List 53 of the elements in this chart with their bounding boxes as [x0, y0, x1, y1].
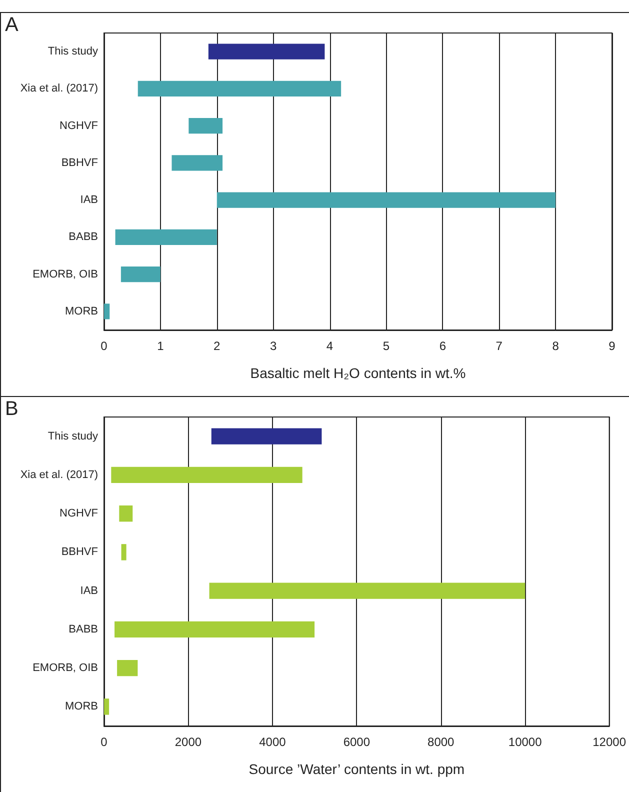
- bar: [121, 544, 126, 560]
- y-tick-label: This study: [48, 430, 98, 442]
- x-tick-label: 5: [382, 339, 390, 353]
- bar: [216, 192, 556, 208]
- bar: [172, 155, 223, 171]
- x-tick-label: 2000: [174, 735, 202, 749]
- x-tick-label: 1: [157, 339, 164, 353]
- x-tick-label: 9: [608, 339, 616, 353]
- text: B: [5, 398, 18, 420]
- x-tick-label: 6000: [343, 735, 370, 749]
- y-tick-label: EMORB, OIB: [32, 268, 98, 280]
- bar: [104, 304, 110, 320]
- x-tick-label: 10000: [508, 735, 542, 749]
- x-axis-title: Source ’Water’ contents in wt. ppm: [248, 761, 465, 777]
- bar: [117, 660, 138, 676]
- x-tick-label: 12000: [592, 735, 626, 749]
- bar: [211, 428, 322, 444]
- y-tick-label: IAB: [80, 584, 98, 597]
- x-tick-label: 0: [100, 339, 108, 353]
- y-tick-label: BABB: [68, 623, 98, 636]
- y-tick-label: MORB: [65, 305, 98, 318]
- x-tick-label: 0: [100, 735, 108, 749]
- y-tick-label: NGHVF: [60, 120, 98, 132]
- y-tick-label: Xia et al. (2017): [20, 82, 98, 95]
- bar: [114, 621, 315, 638]
- y-tick-label: Xia et al. (2017): [20, 468, 98, 481]
- x-tick-label: 4000: [259, 735, 286, 749]
- x-tick-label: 6: [439, 339, 446, 353]
- bar: [119, 505, 133, 522]
- x-tick-label: 8: [552, 339, 560, 353]
- x-tick-label: 2: [214, 339, 221, 353]
- bar: [209, 582, 526, 599]
- text: A: [5, 14, 19, 36]
- x-tick-label: 4: [326, 339, 334, 353]
- y-tick-label: IAB: [80, 194, 98, 206]
- bar: [208, 44, 325, 60]
- y-tick-label: BBHVF: [61, 156, 98, 169]
- bar: [104, 698, 110, 715]
- x-axis-title: Basaltic melt H₂O contents in wt.%: [250, 365, 466, 381]
- x-tick-label: 8000: [428, 735, 455, 749]
- bar: [120, 266, 160, 282]
- y-tick-label: NGHVF: [60, 508, 98, 520]
- bar: [188, 118, 223, 134]
- bar: [111, 466, 302, 484]
- y-tick-label: BABB: [68, 231, 98, 244]
- y-tick-label: This study: [48, 46, 98, 58]
- y-tick-label: MORB: [65, 700, 98, 713]
- x-tick-label: 7: [496, 339, 503, 353]
- bar: [138, 80, 342, 96]
- bar: [115, 229, 217, 245]
- x-tick-label: 3: [270, 339, 277, 353]
- y-tick-label: BBHVF: [61, 546, 98, 558]
- y-tick-label: EMORB, OIB: [32, 662, 98, 674]
